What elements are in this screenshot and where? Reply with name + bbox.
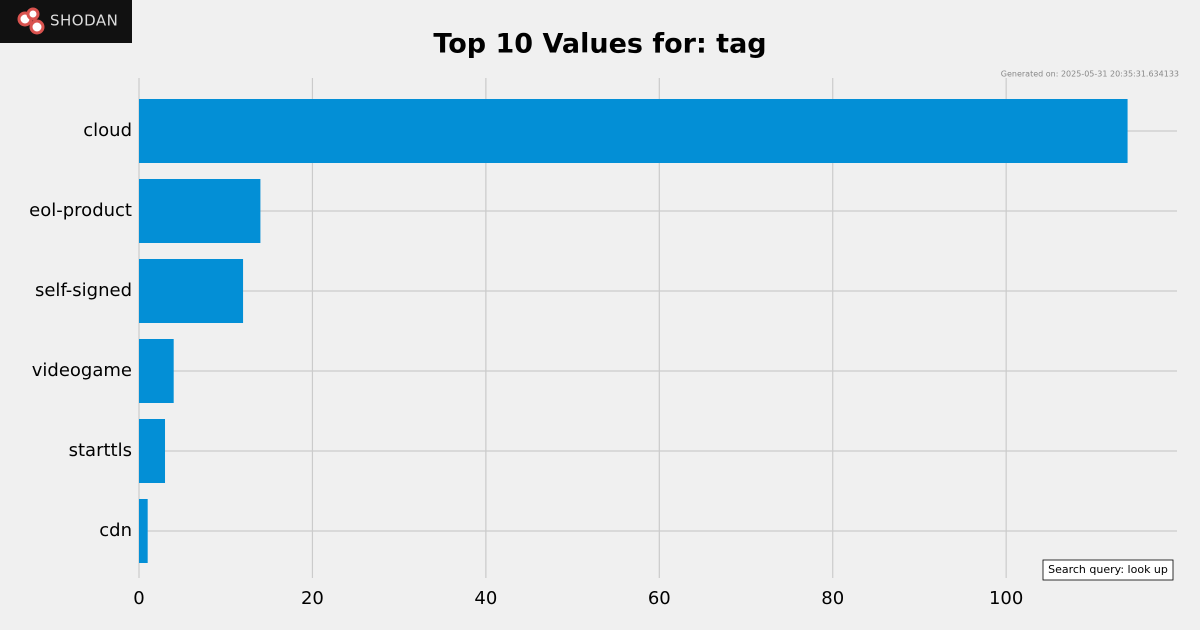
bar: [139, 259, 244, 323]
annotation-box: [1042, 559, 1174, 581]
x-tick-label: 20: [301, 588, 324, 609]
y-tick-label: videogame: [32, 360, 132, 381]
y-tick-label: starttls: [69, 440, 132, 461]
bar: [139, 99, 1128, 163]
y-tick-label: self-signed: [35, 280, 132, 301]
y-tick-label: cloud: [83, 120, 132, 141]
y-tick-label: cdn: [99, 520, 132, 541]
generated-note: Generated on: 2025-05-31 20:35:31.634133: [1001, 70, 1179, 79]
logo: SHODAN: [0, 0, 132, 43]
chart-title: Top 10 Values for: tag: [433, 29, 766, 60]
x-tick-label: 80: [821, 588, 844, 609]
logo-icon: [29, 19, 45, 35]
bar: [139, 339, 174, 403]
x-tick-label: 60: [648, 588, 671, 609]
plot-area: 0 20 40 60 80 100 cloud eol-product self-signed v…: [29, 78, 1177, 609]
bar: [139, 179, 261, 243]
y-tick-label: eol-product: [29, 200, 132, 221]
logo-icon: [26, 7, 40, 21]
x-tick-label: 100: [989, 588, 1023, 609]
x-tick-label: 40: [474, 588, 497, 609]
bar: [139, 419, 166, 483]
annotation: Search query: look up: [1048, 563, 1168, 576]
bar: [139, 499, 148, 563]
logo-text: SHODAN: [50, 12, 118, 30]
x-tick-label: 0: [133, 588, 144, 609]
